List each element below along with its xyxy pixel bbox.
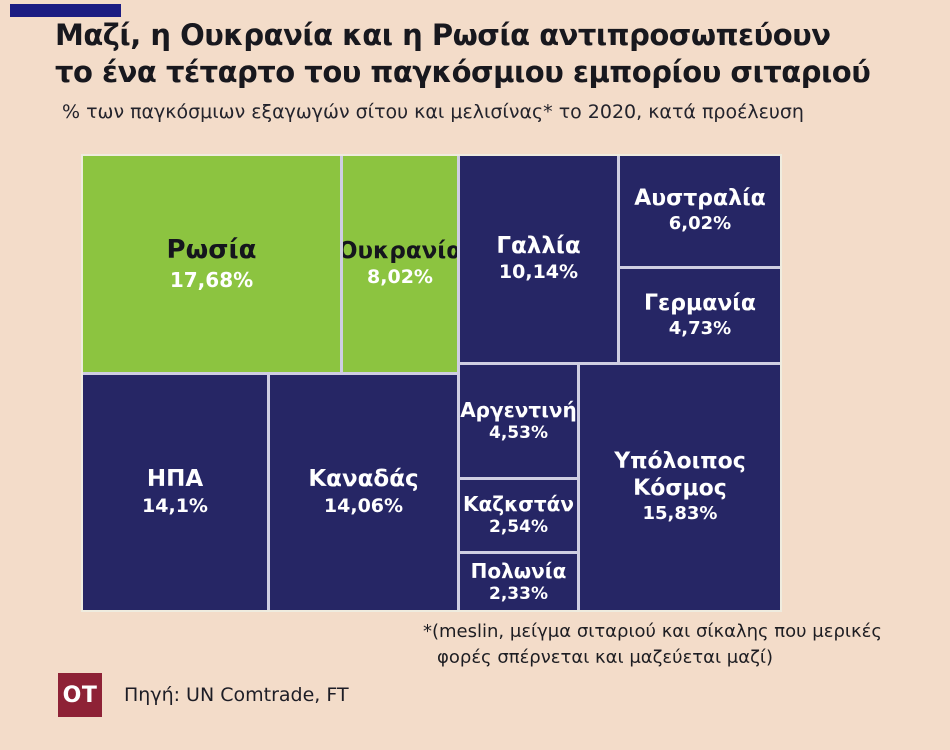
cell-label: Ουκρανία bbox=[343, 237, 457, 264]
treemap-cell-russia: Ρωσία 17,68% bbox=[83, 156, 340, 372]
cell-label: Αργεντινή bbox=[460, 397, 577, 422]
cell-value: 4,73% bbox=[668, 317, 732, 339]
treemap-cell-rest-of-world: Υπόλοιπος Κόσμος 15,83% bbox=[580, 365, 780, 610]
cell-value: 14,1% bbox=[142, 494, 208, 517]
cell-label: Αυστραλία bbox=[634, 186, 766, 212]
treemap-cell-australia: Αυστραλία 6,02% bbox=[620, 156, 780, 266]
cell-value: 15,83% bbox=[642, 503, 718, 525]
cell-label: Γαλλία bbox=[496, 232, 581, 259]
treemap-cell-kazakhstan: Καζκστάν 2,54% bbox=[460, 480, 577, 551]
cell-value: 6,02% bbox=[668, 213, 732, 235]
treemap-cell-ukraine: Ουκρανία 8,02% bbox=[343, 156, 457, 372]
chart-subtitle: % των παγκόσμιων εξαγωγών σίτου και μελι… bbox=[62, 101, 804, 123]
treemap-cell-germany: Γερμανία 4,73% bbox=[620, 269, 780, 362]
cell-label: ΗΠΑ bbox=[146, 466, 204, 493]
cell-label: Καναδάς bbox=[308, 466, 419, 493]
treemap-chart: Ρωσία 17,68% Ουκρανία 8,02% Γαλλία 10,14… bbox=[83, 156, 780, 610]
treemap-cell-france: Γαλλία 10,14% bbox=[460, 156, 617, 362]
footer: OT Πηγή: UN Comtrade, FT bbox=[58, 673, 349, 717]
cell-label: Γερμανία bbox=[644, 290, 756, 316]
cell-value: 17,68% bbox=[169, 267, 254, 292]
cell-value: 14,06% bbox=[323, 494, 404, 517]
cell-label: Ρωσία bbox=[166, 235, 257, 266]
footnote-line2: φορές σπέρνεται και μαζεύεται μαζί) bbox=[437, 647, 774, 668]
cell-label: Υπόλοιπος Κόσμος bbox=[614, 449, 746, 501]
cell-value: 4,53% bbox=[489, 422, 548, 443]
cell-value: 10,14% bbox=[498, 261, 579, 284]
chart-footnote: *(meslin, μείγμα σιταριού και σίκαλης πο… bbox=[423, 619, 903, 671]
cell-label: Πολωνία bbox=[470, 558, 567, 583]
page-title-line1: Μαζί, η Ουκρανία και η Ρωσία αντιπροσωπε… bbox=[55, 18, 831, 52]
treemap-cell-canada: Καναδάς 14,06% bbox=[270, 375, 457, 610]
accent-bar bbox=[10, 4, 121, 17]
cell-value: 2,33% bbox=[489, 583, 548, 604]
page-title-line2: το ένα τέταρτο του παγκόσμιου εμπορίου σ… bbox=[55, 55, 871, 89]
treemap-cell-poland: Πολωνία 2,33% bbox=[460, 554, 577, 610]
cell-value: 8,02% bbox=[367, 266, 433, 289]
source-text: Πηγή: UN Comtrade, FT bbox=[124, 684, 349, 706]
ot-logo: OT bbox=[58, 673, 102, 717]
treemap-cell-usa: ΗΠΑ 14,1% bbox=[83, 375, 267, 610]
cell-label: Καζκστάν bbox=[463, 492, 574, 517]
footnote-line1: *(meslin, μείγμα σιταριού και σίκαλης πο… bbox=[423, 621, 882, 642]
treemap-cell-argentina: Αργεντινή 4,53% bbox=[460, 365, 577, 477]
cell-value: 2,54% bbox=[489, 517, 548, 538]
page-title: Μαζί, η Ουκρανία και η Ρωσία αντιπροσωπε… bbox=[55, 17, 935, 91]
